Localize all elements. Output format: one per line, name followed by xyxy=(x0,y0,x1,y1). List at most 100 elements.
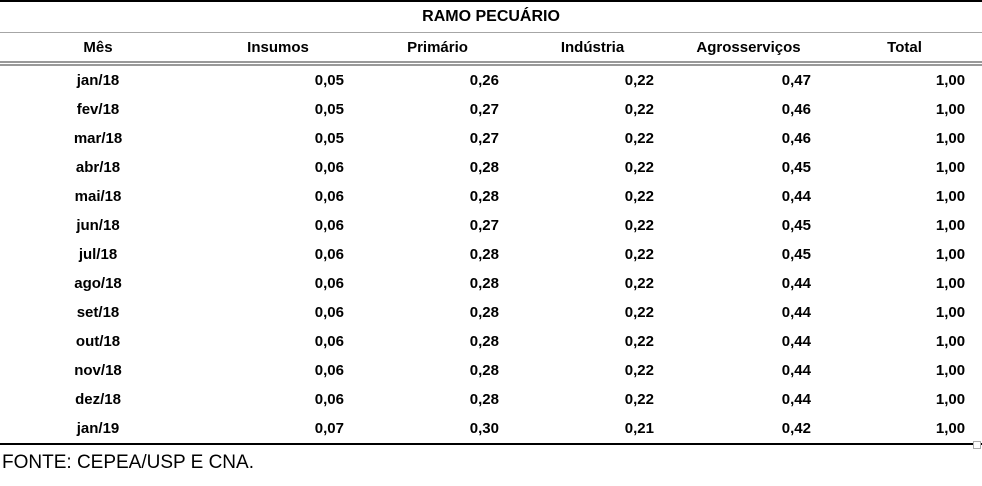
pecuaria-table-container: RAMO PECUÁRIO Mês Insumos Primário Indústri… xyxy=(0,0,982,449)
table-row: set/18 0,06 0,28 0,22 0,44 1,00 xyxy=(0,298,982,327)
value-cell: 0,28 xyxy=(469,275,499,292)
value-cell: 1,00 xyxy=(827,414,982,445)
value-cell: 0,22 xyxy=(624,333,654,350)
column-header-primario: Primário xyxy=(360,32,515,66)
value-cell: 0,06 xyxy=(314,217,344,234)
table-row: abr/18 0,06 0,28 0,22 0,45 1,00 xyxy=(0,153,982,182)
table-row: mar/18 0,05 0,27 0,22 0,46 1,00 xyxy=(0,124,982,153)
value-cell: 1,00 xyxy=(935,391,966,408)
value-cell: 0,22 xyxy=(624,188,654,205)
value-cell: 1,00 xyxy=(935,130,966,147)
value-cell: 0,45 xyxy=(781,246,811,263)
table-row: out/18 0,06 0,28 0,22 0,44 1,00 xyxy=(0,327,982,356)
table-title: RAMO PECUÁRIO xyxy=(0,1,982,33)
table-body: jan/18 0,05 0,26 0,22 0,47 1,00 fev/18 0,05 0,27… xyxy=(0,64,982,445)
value-cell: 1,00 xyxy=(935,304,966,321)
value-cell: 0,22 xyxy=(624,304,654,321)
value-cell: 0,28 xyxy=(469,188,499,205)
value-cell: 0,06 xyxy=(314,246,344,263)
value-cell: 0,44 xyxy=(781,362,811,379)
value-cell: 0,06 xyxy=(314,304,344,321)
value-cell: 1,00 xyxy=(935,246,966,263)
month-cell: ago/18 xyxy=(74,275,122,292)
value-cell: 0,27 xyxy=(469,130,499,147)
value-cell: 0,22 xyxy=(624,246,654,263)
table-row: jun/18 0,06 0,27 0,22 0,45 1,00 xyxy=(0,211,982,240)
value-cell: 0,42 xyxy=(670,414,827,445)
value-cell: 1,00 xyxy=(935,188,966,205)
value-cell: 0,05 xyxy=(314,72,344,89)
value-cell: 0,28 xyxy=(469,304,499,321)
value-cell: 1,00 xyxy=(935,362,966,379)
table-row: fev/18 0,05 0,27 0,22 0,46 1,00 xyxy=(0,95,982,124)
month-cell: jun/18 xyxy=(76,217,120,234)
value-cell: 1,00 xyxy=(935,101,966,118)
table-resize-handle[interactable] xyxy=(973,441,981,449)
value-cell: 0,21 xyxy=(515,414,670,445)
table-row: dez/18 0,06 0,28 0,22 0,44 1,00 xyxy=(0,385,982,414)
value-cell: 0,06 xyxy=(314,391,344,408)
table-row: nov/18 0,06 0,28 0,22 0,44 1,00 xyxy=(0,356,982,385)
month-cell: jul/18 xyxy=(78,246,118,263)
month-cell: nov/18 xyxy=(74,362,122,379)
value-cell: 0,05 xyxy=(314,130,344,147)
value-cell: 0,22 xyxy=(624,391,654,408)
value-cell: 0,44 xyxy=(781,275,811,292)
value-cell: 0,22 xyxy=(624,72,654,89)
value-cell: 0,44 xyxy=(781,333,811,350)
value-cell: 0,22 xyxy=(624,275,654,292)
month-cell: dez/18 xyxy=(75,391,121,408)
value-cell: 1,00 xyxy=(935,333,966,350)
table-row: mai/18 0,06 0,28 0,22 0,44 1,00 xyxy=(0,182,982,211)
value-cell: 0,06 xyxy=(314,159,344,176)
value-cell: 0,28 xyxy=(469,159,499,176)
table-row: jul/18 0,06 0,28 0,22 0,45 1,00 xyxy=(0,240,982,269)
pecuaria-share-table: RAMO PECUÁRIO Mês Insumos Primário Indústri… xyxy=(0,0,982,445)
value-cell: 0,45 xyxy=(781,159,811,176)
value-cell: 0,46 xyxy=(781,130,811,147)
value-cell: 0,22 xyxy=(624,362,654,379)
value-cell: 0,22 xyxy=(624,217,654,234)
month-cell: out/18 xyxy=(75,333,121,350)
value-cell: 0,07 xyxy=(196,414,360,445)
value-cell: 0,06 xyxy=(314,333,344,350)
value-cell: 0,27 xyxy=(469,101,499,118)
month-cell: abr/18 xyxy=(75,159,121,176)
source-note: FONTE: CEPEA/USP E CNA. xyxy=(2,452,254,473)
column-header-industria: Indústria xyxy=(515,32,670,66)
month-cell: mai/18 xyxy=(74,188,122,205)
value-cell: 0,22 xyxy=(624,130,654,147)
value-cell: 1,00 xyxy=(935,217,966,234)
column-header-insumos: Insumos xyxy=(196,32,360,66)
value-cell: 0,28 xyxy=(469,246,499,263)
value-cell: 0,28 xyxy=(469,333,499,350)
table-row: jan/18 0,05 0,26 0,22 0,47 1,00 xyxy=(0,64,982,96)
value-cell: 0,44 xyxy=(781,304,811,321)
value-cell: 0,22 xyxy=(624,159,654,176)
value-cell: 1,00 xyxy=(935,72,966,89)
month-cell: jan/18 xyxy=(76,72,120,89)
month-cell: mar/18 xyxy=(73,130,123,147)
value-cell: 0,06 xyxy=(314,188,344,205)
column-header-total: Total xyxy=(827,32,982,66)
table-row: ago/18 0,06 0,28 0,22 0,44 1,00 xyxy=(0,269,982,298)
column-header-mes: Mês xyxy=(0,32,196,66)
value-cell: 0,28 xyxy=(469,391,499,408)
month-cell: fev/18 xyxy=(76,101,120,118)
value-cell: 0,26 xyxy=(469,72,499,89)
value-cell: 0,27 xyxy=(469,217,499,234)
value-cell: 0,28 xyxy=(469,362,499,379)
value-cell: 0,22 xyxy=(624,101,654,118)
value-cell: 0,44 xyxy=(781,391,811,408)
month-cell: jan/19 xyxy=(0,414,196,445)
column-header-row: Mês Insumos Primário Indústria Agrosserviços… xyxy=(0,32,982,66)
value-cell: 1,00 xyxy=(935,159,966,176)
value-cell: 0,30 xyxy=(360,414,515,445)
value-cell: 0,45 xyxy=(781,217,811,234)
value-cell: 0,05 xyxy=(314,101,344,118)
value-cell: 0,06 xyxy=(314,362,344,379)
value-cell: 0,44 xyxy=(781,188,811,205)
value-cell: 0,46 xyxy=(781,101,811,118)
value-cell: 1,00 xyxy=(935,275,966,292)
month-cell: set/18 xyxy=(76,304,120,321)
